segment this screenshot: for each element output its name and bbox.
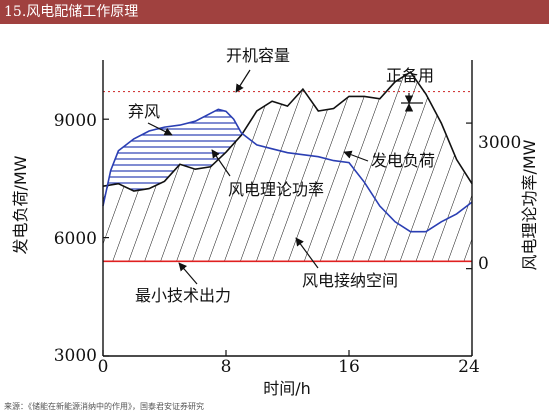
x-tick-24: 24 — [458, 357, 480, 377]
arrow-wind-absorption-space — [295, 237, 319, 269]
tick-marks — [102, 118, 473, 357]
y-left-tick-6000: 6000 — [54, 229, 97, 249]
label-installed-capacity: 开机容量 — [226, 46, 290, 65]
arrow-generation-load — [343, 150, 369, 162]
y-left-tick-3000: 3000 — [54, 346, 97, 366]
y-right-tick-0: 0 — [478, 254, 489, 274]
wind-absorption-area — [103, 72, 472, 262]
arrow-installed-capacity — [235, 69, 251, 93]
y-left-tick-9000: 9000 — [54, 111, 97, 131]
y-axis-right-label: 风电理论功率/MW — [520, 139, 539, 270]
label-min-technical-output: 最小技术出力 — [135, 286, 231, 305]
spinning-reserve-marker — [401, 93, 423, 112]
arrow-wind-theoretical-power — [211, 149, 231, 177]
x-tick-8: 8 — [221, 357, 232, 377]
x-axis-label: 时间/h — [263, 379, 311, 398]
header-bar: 15.风电配储工作原理 — [0, 0, 549, 24]
label-wind-theoretical-power: 风电理论功率 — [228, 180, 324, 199]
x-tick-0: 0 — [98, 357, 109, 377]
x-tick-16: 16 — [338, 357, 360, 377]
y-axis-left-label: 发电负荷/MW — [11, 155, 30, 254]
arrow-curtailment — [147, 122, 173, 136]
header-title: 15.风电配储工作原理 — [4, 4, 139, 20]
footer-source: 来源：《储能在新能源消纳中的作用》，国泰君安证券研究 — [4, 402, 204, 411]
arrow-min-technical-output — [178, 262, 198, 285]
label-curtailment: 弃风 — [128, 102, 160, 121]
footer: 来源：《储能在新能源消纳中的作用》，国泰君安证券研究 — [0, 402, 549, 412]
y-right-tick-3000: 3000 — [478, 133, 521, 153]
label-spinning-reserve: 正备用 — [386, 66, 434, 85]
label-generation-load: 发电负荷 — [371, 151, 435, 170]
series-generation-load — [102, 108, 473, 233]
label-wind-absorption-space: 风电接纳空间 — [302, 271, 398, 290]
series-wind-theoretical-power — [102, 71, 473, 192]
curtailment-area — [107, 109, 242, 191]
